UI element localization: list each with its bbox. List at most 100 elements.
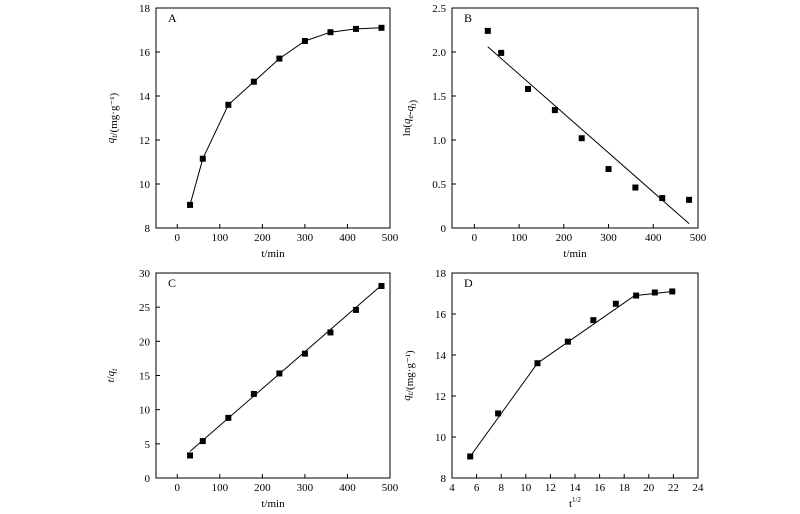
x-tick-label: 100: [212, 482, 229, 494]
panel-label: A: [168, 11, 177, 25]
y-tick-label: 16: [139, 47, 151, 59]
y-tick-label: 0.5: [432, 179, 446, 191]
fit-line: [487, 46, 690, 224]
y-tick-label: 15: [139, 371, 151, 383]
y-tick-label: 0: [145, 473, 151, 485]
x-tick-label: 500: [382, 232, 399, 244]
data-point: [199, 155, 206, 162]
y-tick-label: 12: [139, 135, 150, 147]
y-axis-label: qt/(mg·g⁻¹): [105, 92, 120, 143]
data-point: [250, 390, 257, 397]
data-point: [612, 300, 619, 307]
x-axis-label: t/min: [563, 248, 587, 260]
y-tick-label: 10: [139, 405, 151, 417]
chart-panel-d: 4 6 8 10 12 14 16 18 20 22 24 8 10 12 14 16 18 Dt1/2 qt/(m…: [401, 268, 704, 510]
x-axis-label: t/min: [261, 498, 285, 510]
data-point: [225, 101, 232, 108]
plot-frame: [451, 272, 699, 479]
data-point: [327, 329, 334, 336]
fit-segment: [537, 294, 637, 364]
x-tick-label: 400: [339, 232, 356, 244]
plot-frame: [155, 272, 391, 479]
x-tick-label: 200: [254, 482, 271, 494]
y-axis-label: qt/(mg·g⁻¹): [401, 350, 416, 401]
x-tick-label: 500: [690, 232, 707, 244]
data-point: [301, 350, 308, 357]
y-tick-label: 30: [139, 268, 151, 280]
x-tick-label: 20: [643, 482, 655, 494]
data-point: [378, 282, 385, 289]
y-tick-label: 25: [139, 302, 151, 314]
y-axis-label: t/qt: [105, 368, 119, 383]
y-tick-label: 5: [145, 439, 151, 451]
y-tick-label: 8: [441, 473, 447, 485]
data-point: [632, 184, 639, 191]
data-point: [276, 55, 283, 62]
x-tick-label: 300: [297, 482, 314, 494]
x-tick-label: 400: [645, 232, 662, 244]
y-tick-label: 14: [435, 350, 447, 362]
y-tick-label: 10: [139, 179, 151, 191]
data-point: [564, 338, 571, 345]
panel-label: C: [168, 276, 176, 290]
y-tick-label: 18: [435, 268, 447, 280]
x-tick-label: 0: [175, 482, 181, 494]
y-tick-label: 18: [139, 3, 151, 15]
x-tick-label: 500: [382, 482, 399, 494]
data-point: [250, 78, 257, 85]
data-point: [187, 201, 194, 208]
data-point: [498, 49, 505, 56]
x-tick-label: 0: [175, 232, 181, 244]
series-line: [189, 27, 382, 206]
x-tick-label: 400: [339, 482, 356, 494]
data-point: [633, 292, 640, 299]
x-tick-label: 10: [520, 482, 532, 494]
y-tick-label: 10: [435, 432, 447, 444]
x-tick-label: 12: [545, 482, 556, 494]
data-point: [378, 24, 385, 31]
x-tick-label: 100: [511, 232, 528, 244]
chart-panel-a: 0 100 200 300 400 500 8 10 12 14 16 18 At/min qt/(mg·…: [105, 3, 399, 260]
x-tick-label: 4: [449, 482, 455, 494]
plot-frame: [155, 7, 391, 229]
data-point: [578, 135, 585, 142]
data-point: [534, 360, 541, 367]
chart-panel-b: 0 100 200 300 400 500 0 0.5 1.0 1.5 2.0 2.5 Bt/min ln…: [401, 3, 707, 260]
data-point: [276, 370, 283, 377]
x-tick-label: 300: [297, 232, 314, 244]
data-point: [590, 317, 597, 324]
data-point: [187, 452, 194, 459]
y-tick-label: 8: [145, 223, 151, 235]
x-tick-label: 22: [668, 482, 679, 494]
x-tick-label: 24: [693, 482, 705, 494]
fit-line: [189, 284, 382, 452]
x-tick-label: 300: [600, 232, 617, 244]
y-tick-label: 16: [435, 309, 447, 321]
x-tick-label: 200: [254, 232, 271, 244]
chart-panel-c: 0 100 200 300 400 500 0 5 10 15 20 25 30 Ct/min t/qt: [105, 268, 399, 510]
data-point: [327, 29, 334, 36]
data-point: [525, 85, 532, 92]
y-tick-label: 14: [139, 91, 151, 103]
y-tick-label: 1.5: [432, 91, 446, 103]
x-axis-label: t/min: [261, 248, 285, 260]
y-tick-label: 0: [441, 223, 447, 235]
fit-segment: [469, 362, 538, 457]
data-point: [352, 25, 359, 32]
x-tick-label: 14: [570, 482, 582, 494]
y-tick-label: 12: [435, 391, 446, 403]
data-point: [659, 195, 666, 202]
data-point: [484, 27, 491, 34]
data-point: [551, 107, 558, 114]
data-point: [651, 289, 658, 296]
y-tick-label: 2.0: [432, 47, 446, 59]
data-point: [301, 38, 308, 44]
y-tick-label: 20: [139, 336, 151, 348]
y-tick-label: 1.0: [432, 135, 446, 147]
x-axis-label: t1/2: [569, 496, 582, 510]
x-tick-label: 0: [472, 232, 478, 244]
data-point: [225, 414, 232, 421]
plot-frame: [451, 7, 699, 229]
data-point: [686, 196, 693, 203]
